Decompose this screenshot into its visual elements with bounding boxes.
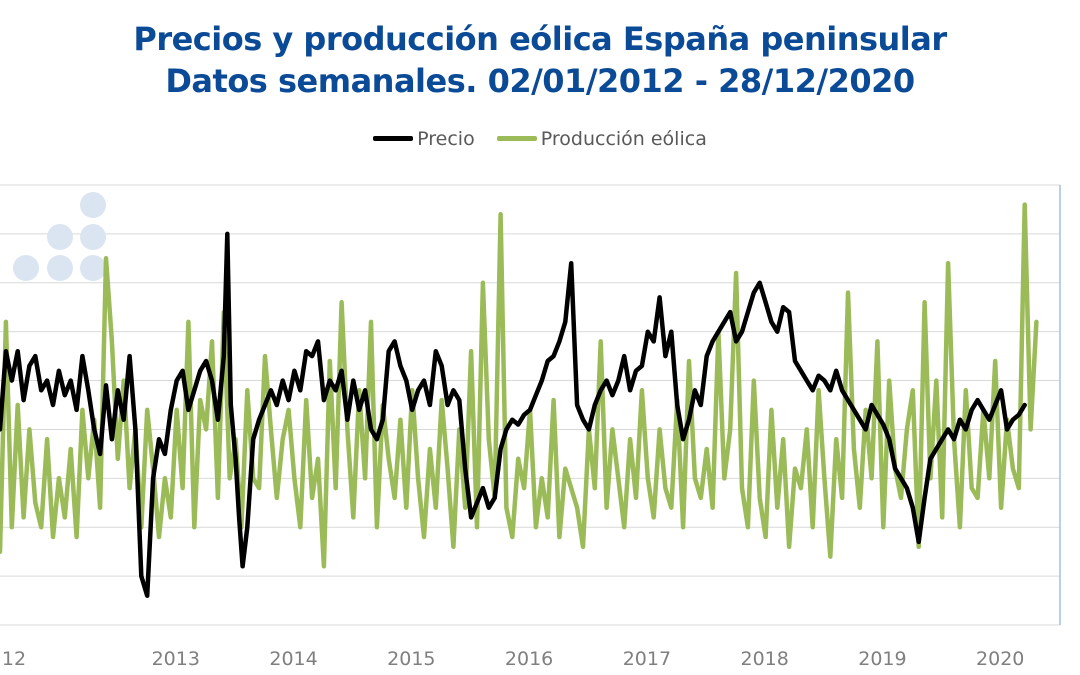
- legend-swatch-precio: [373, 136, 414, 141]
- x-tick-label: 2017: [623, 648, 671, 670]
- x-tick-label: 2014: [269, 648, 317, 670]
- series-line-produccion-eolica: [0, 202, 1039, 569]
- x-tick-label: 2015: [387, 648, 435, 670]
- x-tick-label: 2013: [152, 648, 200, 670]
- legend-item-eolica[interactable]: Producción eólica: [496, 127, 707, 150]
- logo-dots-decoration: [13, 192, 106, 281]
- logo-dot: [80, 255, 106, 281]
- logo-dot: [80, 192, 106, 218]
- chart-title: Precios y producción eólica España penin…: [0, 18, 1080, 102]
- x-tick-label: 2018: [740, 648, 788, 670]
- legend-label-eolica: Producción eólica: [540, 127, 707, 150]
- chart-title-line2: Datos semanales. 02/01/2012 - 28/12/2020: [165, 62, 915, 100]
- series-layer: [0, 202, 1039, 598]
- x-axis-ticks: 12 2013 2014 2015 2016 2017 2018 2019 2020: [2, 648, 1024, 670]
- chart-legend: Precio Producción eólica: [0, 124, 1080, 150]
- logo-dot: [80, 224, 106, 250]
- x-tick-label: 12: [2, 648, 26, 670]
- chart-title-line1: Precios y producción eólica España penin…: [133, 20, 947, 58]
- x-tick-label: 2019: [858, 648, 906, 670]
- legend-label-precio: Precio: [417, 127, 475, 150]
- series-line-precio: [0, 231, 1027, 598]
- logo-dot: [13, 255, 39, 281]
- gridlines: [0, 184, 1061, 626]
- legend-swatch-eolica: [496, 136, 537, 141]
- logo-dot: [47, 255, 73, 281]
- x-tick-label: 2016: [505, 648, 553, 670]
- logo-dot: [47, 224, 73, 250]
- legend-item-precio[interactable]: Precio: [373, 128, 475, 150]
- x-tick-label: 2020: [976, 648, 1024, 670]
